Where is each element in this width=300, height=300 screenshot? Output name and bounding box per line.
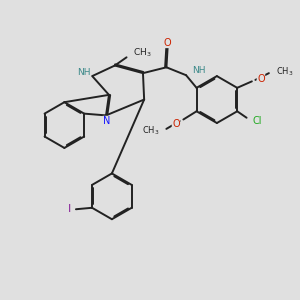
Text: Cl: Cl [253, 116, 262, 126]
Text: I: I [68, 204, 71, 214]
Text: CH$_3$: CH$_3$ [276, 66, 294, 78]
Text: N: N [103, 116, 110, 126]
Text: NH: NH [77, 68, 91, 77]
Text: O: O [257, 74, 265, 84]
Text: NH: NH [193, 66, 206, 75]
Text: CH$_3$: CH$_3$ [133, 47, 152, 59]
Text: O: O [164, 38, 171, 48]
Text: CH$_3$: CH$_3$ [142, 124, 160, 136]
Text: O: O [172, 119, 180, 129]
